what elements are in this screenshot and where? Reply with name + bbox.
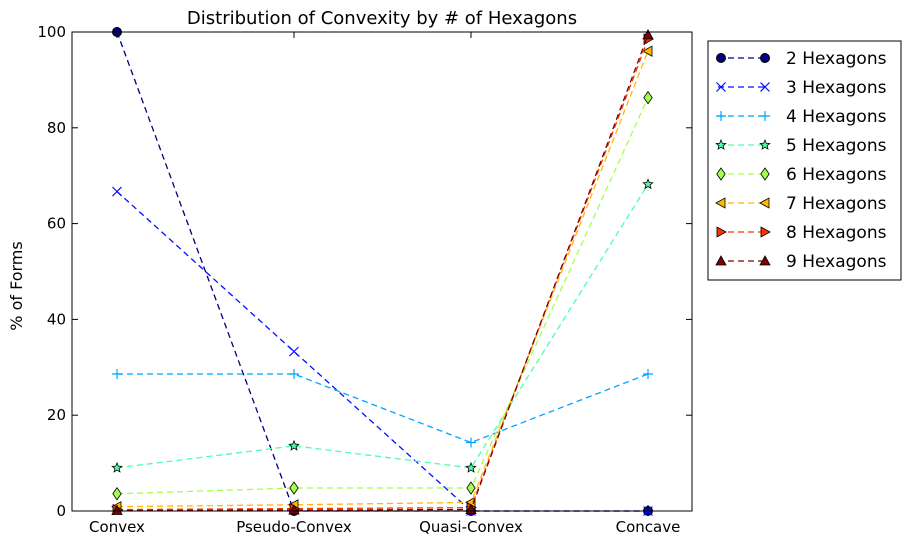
legend-label: 9 Hexagons <box>786 252 887 272</box>
chart-title: Distribution of Convexity by # of Hexago… <box>187 8 577 29</box>
legend-item: 9 Hexagons <box>715 252 887 272</box>
data-point <box>642 178 654 190</box>
legend-marker-start <box>716 111 726 121</box>
data-point <box>289 369 299 380</box>
series-line <box>116 38 649 511</box>
legend-marker-end <box>760 111 770 121</box>
series-8-hexagons <box>112 33 654 516</box>
legend-item: 7 Hexagons <box>715 194 887 214</box>
data-point <box>112 186 122 197</box>
y-tick-label: 20 <box>47 406 66 424</box>
legend-item: 2 Hexagons <box>716 49 887 69</box>
data-point <box>643 90 653 105</box>
legend-item: 4 Hexagons <box>716 107 887 127</box>
plot-frame <box>71 31 693 512</box>
legend-marker-start <box>716 82 726 92</box>
series-line <box>116 183 649 469</box>
legend-marker-end <box>760 53 770 63</box>
series-line <box>117 373 649 444</box>
legend-label: 2 Hexagons <box>786 49 887 69</box>
data-point <box>643 369 653 380</box>
legend-marker-end <box>759 255 771 266</box>
legend-marker-start <box>715 138 727 150</box>
series-line <box>116 191 648 512</box>
series-line <box>116 34 649 512</box>
series-line <box>116 50 649 508</box>
legend-label: 3 Hexagons <box>786 78 887 98</box>
x-tick-label: Concave <box>616 518 681 536</box>
data-point <box>289 481 299 495</box>
legend-marker-start <box>716 167 726 181</box>
y-axis-label: % of Forms <box>7 241 26 330</box>
data-point <box>112 369 122 380</box>
data-point <box>288 504 300 515</box>
x-tick-label: Quasi-Convex <box>419 518 523 536</box>
legend-label: 4 Hexagons <box>786 107 887 127</box>
data-point <box>466 437 476 448</box>
legend-label: 6 Hexagons <box>786 165 887 185</box>
legend-marker-end <box>760 167 770 181</box>
legend-marker-end <box>759 197 770 209</box>
series-5-hexagons <box>111 178 654 473</box>
y-tick-label: 0 <box>56 502 66 520</box>
legend-marker-end <box>760 82 770 92</box>
legend-label: 8 Hexagons <box>786 223 887 243</box>
data-point <box>288 439 300 451</box>
legend-marker-start <box>715 255 727 266</box>
data-point <box>111 504 123 515</box>
data-point <box>111 461 123 473</box>
y-tick-label: 80 <box>47 119 66 137</box>
y-tick-label: 60 <box>47 215 66 233</box>
data-point <box>465 461 477 473</box>
series-3-hexagons <box>112 186 653 516</box>
legend-item: 6 Hexagons <box>716 165 887 185</box>
legend-item: 5 Hexagons <box>715 136 887 156</box>
data-point <box>642 29 654 40</box>
data-point <box>466 481 476 495</box>
legend-marker-start <box>716 226 727 238</box>
legend-item: 8 Hexagons <box>716 223 887 243</box>
y-tick-label: 40 <box>47 310 66 328</box>
series-line <box>116 31 648 512</box>
legend-box <box>707 40 902 281</box>
series-line <box>116 97 649 495</box>
legend-marker-start <box>715 197 726 209</box>
series-4-hexagons <box>112 369 653 448</box>
legend: 2 Hexagons 3 Hexagons 4 Hexagons 5 Hexagons… <box>707 40 902 281</box>
series-6-hexagons <box>112 90 653 501</box>
x-tick-label: Convex <box>89 518 145 536</box>
legend-marker-start <box>716 53 726 63</box>
legend-marker-end <box>759 138 771 150</box>
plot-area: 0 20 40 60 80 100 Convex Pseudo-Convex Quasi-Con… <box>37 23 692 536</box>
x-tick-label: Pseudo-Convex <box>236 518 352 536</box>
data-point <box>642 45 653 57</box>
data-point <box>112 487 122 501</box>
legend-label: 5 Hexagons <box>786 136 887 156</box>
data-point <box>289 346 299 357</box>
series-2-hexagons <box>112 27 653 516</box>
legend-item: 3 Hexagons <box>716 78 887 98</box>
y-tick-label: 100 <box>37 23 66 41</box>
legend-label: 7 Hexagons <box>786 194 887 214</box>
series-7-hexagons <box>111 45 653 513</box>
legend-marker-end <box>760 226 771 238</box>
series-9-hexagons <box>111 29 654 515</box>
